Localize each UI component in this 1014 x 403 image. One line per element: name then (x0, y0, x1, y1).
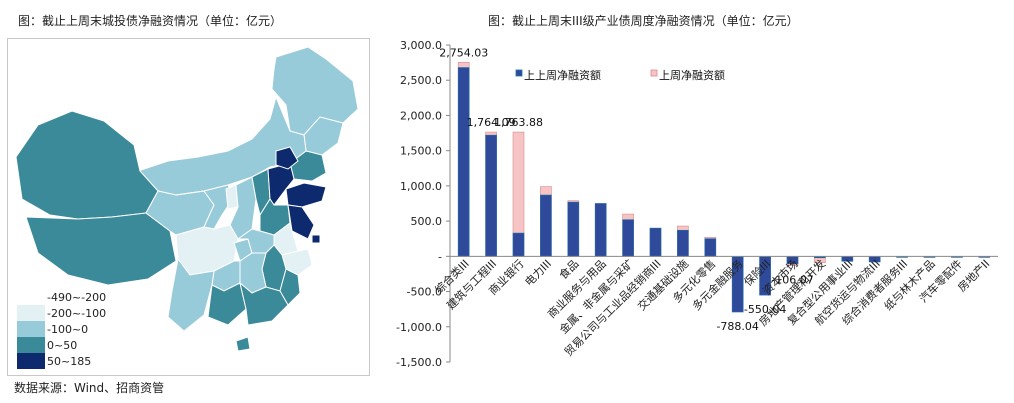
legend-label: 0~50 (47, 338, 78, 352)
map-region-gansu (175, 184, 235, 230)
bar-week-before (594, 203, 607, 257)
bar-week-before (485, 134, 497, 257)
legend-label: 上上周净融资额 (524, 68, 601, 82)
bar-week-before (704, 238, 717, 257)
map-region-xizang (25, 212, 177, 286)
bar-week-before (622, 219, 634, 257)
bar-week-before (567, 201, 580, 257)
bar-week-before (677, 229, 689, 257)
map-region-shanghai (311, 234, 321, 244)
chart-legend: 上上周净融资额 上周净融资额 (515, 68, 725, 82)
legend-swatch (515, 69, 523, 77)
data-label: 2,754.03 (439, 46, 488, 59)
legend-swatch (17, 289, 45, 305)
bar-week-before (649, 227, 662, 257)
bar-week-before (512, 232, 525, 257)
legend-item: 50~185 (17, 353, 106, 369)
legend-label: -490~-200 (47, 290, 107, 304)
y-tick-label: -1,000.0 (396, 321, 442, 334)
legend-label: -100~0 (47, 322, 89, 336)
y-tick-label: 500.0 (411, 215, 443, 228)
x-tick-group: 电力III (522, 257, 554, 289)
china-map (15, 46, 359, 352)
y-tick-label: 1,500.0 (400, 145, 442, 158)
legend-swatch (17, 321, 45, 337)
legend-label: 上周净融资额 (659, 68, 725, 82)
data-label: -550.04 (744, 303, 786, 316)
map-region-shandong (285, 182, 327, 208)
legend-item: -100~0 (17, 321, 106, 337)
legend-label: 50~185 (47, 354, 92, 368)
data-source-note: 数据来源：Wind、招商资管 (14, 381, 165, 395)
bar-chart-title: 图：截止上周末III级产业债周度净融资情况（单位：亿元） (488, 14, 799, 28)
map-region-yunnan (167, 257, 215, 332)
y-tick-label: - (438, 250, 442, 263)
legend-item: 0~50 (17, 337, 106, 353)
china-map-panel: -490~-200 -200~-100 -100~0 0~50 50~185 (7, 38, 370, 376)
data-label: 1,764.09 (467, 116, 516, 129)
y-tick-label: 1,000.0 (400, 180, 442, 193)
map-region-guangdong (239, 281, 289, 326)
data-label: -788.04 (716, 320, 758, 333)
legend-swatch (17, 337, 45, 353)
y-tick-label: 2,000.0 (400, 109, 442, 122)
map-legend: -490~-200 -200~-100 -100~0 0~50 50~185 (17, 289, 106, 369)
data-label: 1,763.88 (494, 116, 543, 129)
legend-item: -490~-200 (17, 289, 106, 305)
bar-chart: 3,000.0 2,500.0 2,000.0 1,500.0 1,000.0 500.0… (396, 39, 998, 369)
map-region-beijing-tianjin (275, 146, 299, 170)
map-region-hainan (235, 336, 251, 352)
y-tick-label: 3,000.0 (400, 39, 442, 52)
legend-label: -200~-100 (47, 306, 107, 320)
y-tick-label: -500.0 (407, 286, 442, 299)
y-tick-label: -1,500.0 (396, 356, 442, 369)
legend-item: -200~-100 (17, 305, 106, 321)
bar-week-before (457, 67, 470, 257)
bar-week-before (540, 194, 552, 257)
left-chart-title: 图：截止上周末城投债净融资情况（单位：亿元） (18, 14, 283, 28)
legend-swatch (17, 305, 45, 321)
map-region-xinjiang (15, 110, 159, 220)
axis-layer: 3,000.0 2,500.0 2,000.0 1,500.0 1,000.0 500.0… (396, 39, 998, 369)
data-label: -106.07 (771, 273, 813, 286)
legend-swatch (650, 69, 658, 77)
legend-swatch (17, 353, 45, 369)
x-tick-label: 电力III (522, 257, 554, 289)
y-tick-label: 2,500.0 (400, 74, 442, 87)
map-region-guangxi (207, 282, 247, 326)
